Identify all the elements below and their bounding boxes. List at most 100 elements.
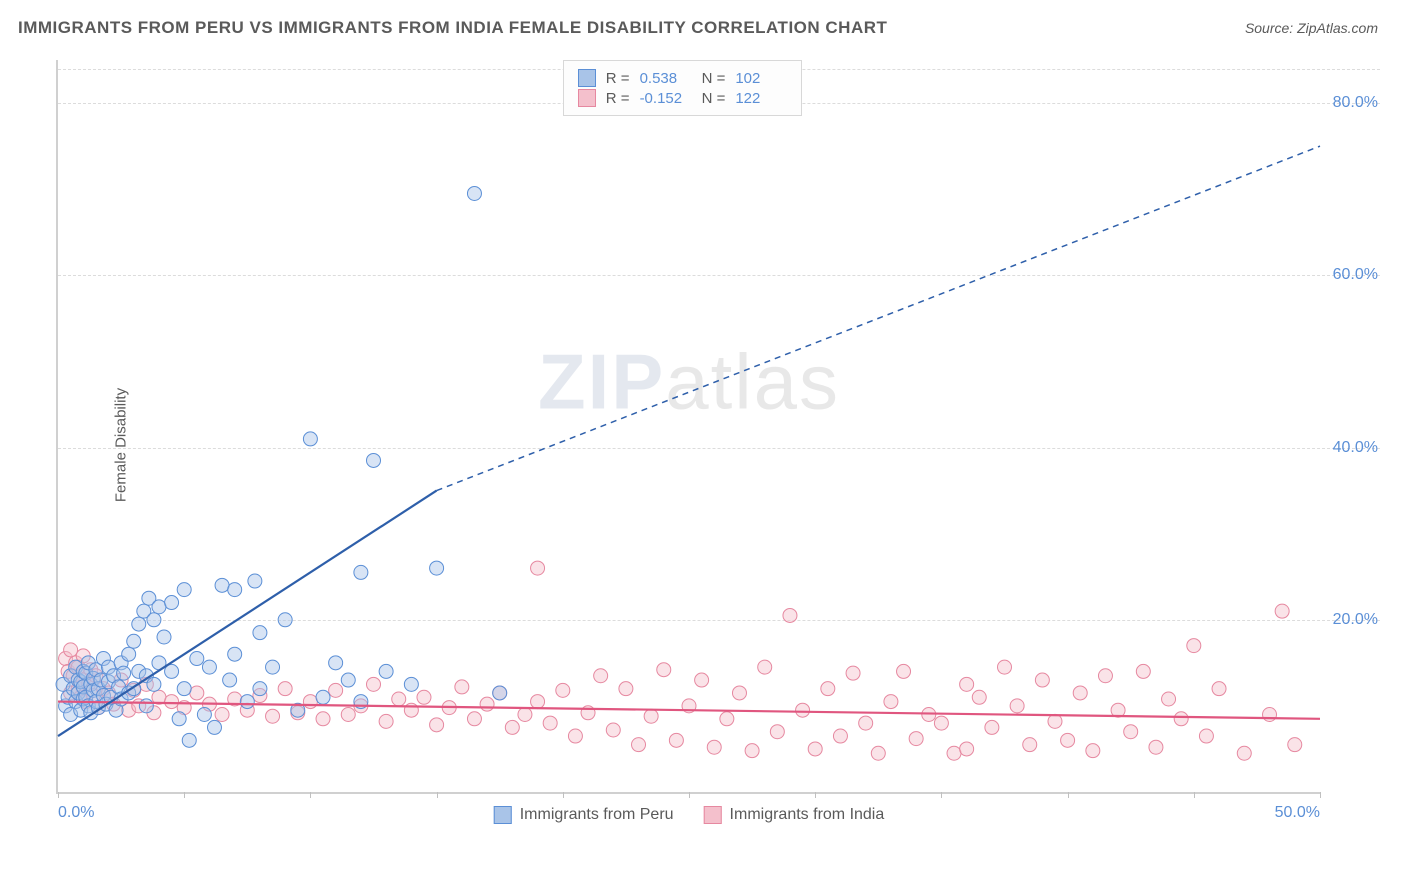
legend-item-peru: Immigrants from Peru [494, 806, 674, 824]
peru-swatch [578, 69, 596, 87]
chart-title: IMMIGRANTS FROM PERU VS IMMIGRANTS FROM … [18, 18, 887, 38]
scatter-point [404, 677, 418, 691]
stats-row-india: R = -0.152 N = 122 [578, 89, 788, 107]
scatter-point [182, 733, 196, 747]
india-legend-label: Immigrants from India [730, 806, 885, 824]
source-name: ZipAtlas.com [1297, 20, 1378, 36]
scatter-point [207, 720, 221, 734]
scatter-point [417, 690, 431, 704]
scatter-point [960, 742, 974, 756]
peru-swatch-icon [494, 806, 512, 824]
scatter-point [1073, 686, 1087, 700]
scatter-point [783, 608, 797, 622]
scatter-point [1136, 664, 1150, 678]
scatter-point [594, 669, 608, 683]
r-label: R = [606, 70, 630, 87]
x-tick [815, 792, 816, 798]
scatter-point [379, 714, 393, 728]
india-r-value: -0.152 [640, 90, 692, 107]
scatter-point [606, 723, 620, 737]
scatter-point [985, 720, 999, 734]
legend-item-india: Immigrants from India [704, 806, 885, 824]
scatter-point [266, 660, 280, 674]
x-tick [1068, 792, 1069, 798]
scatter-point [934, 716, 948, 730]
scatter-point [758, 660, 772, 674]
scatter-point [316, 712, 330, 726]
scatter-plot-svg [58, 60, 1320, 792]
scatter-point [960, 677, 974, 691]
y-tick-label: 60.0% [1333, 266, 1378, 284]
scatter-point [1162, 692, 1176, 706]
scatter-point [127, 634, 141, 648]
scatter-point [266, 709, 280, 723]
x-tick-label: 0.0% [58, 804, 94, 822]
scatter-point [228, 583, 242, 597]
scatter-point [190, 652, 204, 666]
scatter-point [430, 718, 444, 732]
chart-container: Female Disability ZIPatlas R = 0.538 N =… [50, 60, 1380, 830]
scatter-point [215, 707, 229, 721]
scatter-point [430, 561, 444, 575]
header: IMMIGRANTS FROM PERU VS IMMIGRANTS FROM … [0, 0, 1406, 48]
n-label: N = [702, 90, 726, 107]
scatter-point [518, 707, 532, 721]
scatter-point [248, 574, 262, 588]
scatter-point [117, 666, 131, 680]
scatter-point [1149, 740, 1163, 754]
scatter-point [147, 613, 161, 627]
peru-n-value: 102 [735, 70, 787, 87]
scatter-point [871, 746, 885, 760]
scatter-point [897, 664, 911, 678]
scatter-point [556, 683, 570, 697]
scatter-point [190, 686, 204, 700]
scatter-point [223, 673, 237, 687]
scatter-point [884, 695, 898, 709]
scatter-point [657, 663, 671, 677]
scatter-point [745, 744, 759, 758]
scatter-point [139, 699, 153, 713]
scatter-point [531, 695, 545, 709]
scatter-point [1199, 729, 1213, 743]
scatter-point [329, 683, 343, 697]
scatter-point [732, 686, 746, 700]
n-label: N = [702, 70, 726, 87]
source-attribution: Source: ZipAtlas.com [1245, 20, 1378, 36]
scatter-point [1288, 738, 1302, 752]
scatter-point [329, 656, 343, 670]
scatter-point [354, 565, 368, 579]
scatter-point [859, 716, 873, 730]
scatter-point [367, 677, 381, 691]
x-tick-label: 50.0% [1275, 804, 1320, 822]
scatter-point [972, 690, 986, 704]
scatter-point [122, 647, 136, 661]
scatter-point [64, 643, 78, 657]
scatter-point [770, 725, 784, 739]
stats-legend-box: R = 0.538 N = 102 R = -0.152 N = 122 [563, 60, 803, 116]
scatter-point [707, 740, 721, 754]
x-tick [689, 792, 690, 798]
scatter-point [467, 712, 481, 726]
scatter-point [240, 695, 254, 709]
scatter-point [253, 682, 267, 696]
x-tick [1320, 792, 1321, 798]
scatter-point [669, 733, 683, 747]
y-tick-label: 40.0% [1333, 439, 1378, 457]
scatter-point [147, 677, 161, 691]
scatter-point [1098, 669, 1112, 683]
plot-area: ZIPatlas R = 0.538 N = 102 R = -0.152 N … [56, 60, 1320, 794]
scatter-point [531, 561, 545, 575]
scatter-point [1237, 746, 1251, 760]
scatter-point [303, 432, 317, 446]
x-tick [310, 792, 311, 798]
scatter-point [316, 690, 330, 704]
peru-legend-label: Immigrants from Peru [520, 806, 674, 824]
scatter-point [392, 692, 406, 706]
scatter-point [1086, 744, 1100, 758]
scatter-point [197, 707, 211, 721]
india-swatch-icon [704, 806, 722, 824]
source-label: Source: [1245, 20, 1297, 36]
scatter-point [215, 578, 229, 592]
scatter-point [568, 729, 582, 743]
india-swatch [578, 89, 596, 107]
